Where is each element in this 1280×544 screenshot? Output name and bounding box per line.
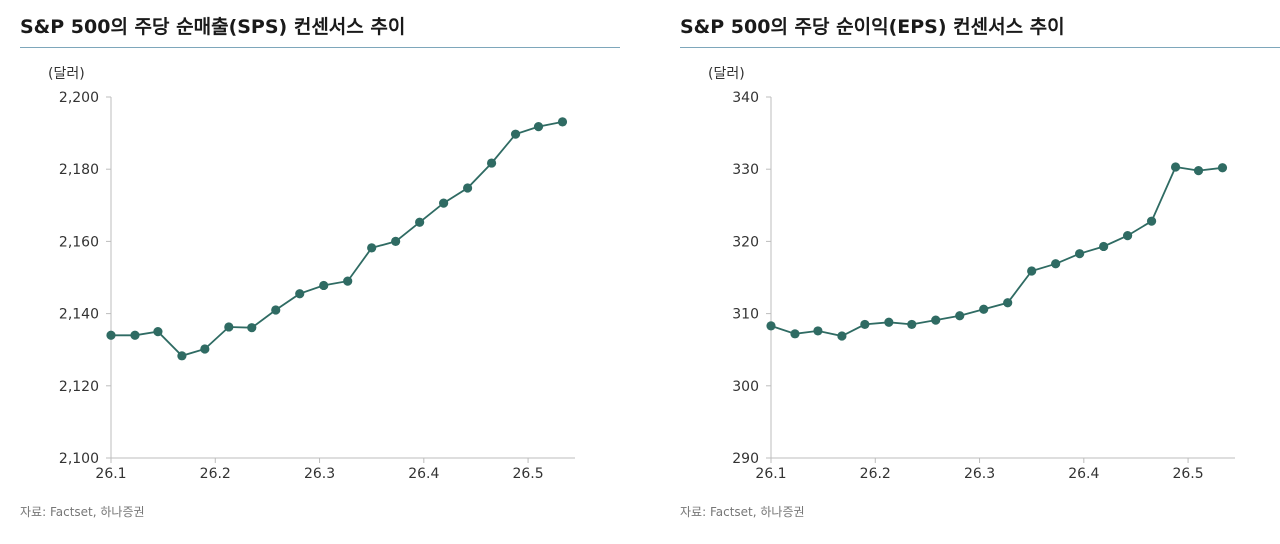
sps-line-chart: 2,100 2,120 2,140 2,160 2,180 2,200 26.1 26.2 26… bbox=[59, 90, 575, 482]
x-tick-label: 26.3 bbox=[304, 466, 335, 482]
data-point bbox=[1099, 241, 1109, 252]
data-point bbox=[790, 329, 800, 339]
data-point bbox=[177, 351, 187, 361]
data-point bbox=[224, 322, 234, 332]
y-tick-label: 2,100 bbox=[59, 451, 99, 467]
data-point bbox=[367, 243, 377, 253]
y-tick-label: 2,200 bbox=[59, 90, 99, 106]
y-tick-label: 2,120 bbox=[59, 379, 99, 395]
y-tick-label: 290 bbox=[732, 451, 759, 467]
data-point bbox=[533, 122, 544, 132]
data-point bbox=[955, 311, 965, 321]
data-point bbox=[510, 129, 521, 139]
title-divider bbox=[20, 47, 620, 48]
data-point bbox=[907, 319, 917, 330]
data-point bbox=[1146, 216, 1157, 226]
chart-title: S&P 500의 주당 순매출(SPS) 컨센서스 추이 bbox=[20, 16, 406, 38]
data-point bbox=[1170, 162, 1181, 172]
data-point bbox=[463, 183, 473, 193]
data-point bbox=[979, 304, 989, 314]
y-tick-label: 340 bbox=[732, 90, 759, 106]
data-point bbox=[343, 276, 353, 286]
data-point bbox=[130, 330, 140, 340]
data-point bbox=[391, 236, 401, 246]
data-point bbox=[1075, 249, 1085, 259]
data-point bbox=[295, 289, 305, 299]
series-line bbox=[111, 121, 563, 357]
y-tick-label: 330 bbox=[732, 162, 759, 178]
y-tick-label: 310 bbox=[732, 307, 759, 323]
data-point bbox=[837, 331, 847, 341]
data-point bbox=[1003, 298, 1013, 308]
title-divider bbox=[680, 47, 1280, 48]
y-tick-label: 2,180 bbox=[59, 162, 99, 178]
data-point bbox=[319, 280, 329, 291]
source-note: 자료: Factset, 하나증권 bbox=[680, 505, 805, 519]
data-point bbox=[1193, 166, 1204, 176]
x-tick-label: 26.1 bbox=[755, 466, 786, 482]
x-tick-label: 26.5 bbox=[512, 466, 543, 482]
x-tick-label: 26.3 bbox=[964, 466, 995, 482]
data-point bbox=[1123, 231, 1133, 241]
data-point bbox=[1027, 266, 1037, 276]
data-point bbox=[439, 198, 449, 208]
y-tick-label: 300 bbox=[732, 379, 759, 395]
eps-chart-panel: S&P 500의 주당 순이익(EPS) 컨센서스 추이 (달러) 290 300… bbox=[680, 0, 1280, 544]
data-point bbox=[106, 330, 116, 340]
data-point bbox=[1217, 163, 1228, 173]
x-tick-label: 26.5 bbox=[1172, 466, 1203, 482]
x-tick-label: 26.1 bbox=[95, 466, 126, 482]
data-point bbox=[1051, 259, 1061, 269]
data-point bbox=[247, 323, 257, 333]
y-tick-label: 2,160 bbox=[59, 234, 99, 250]
data-point bbox=[813, 326, 823, 336]
chart-title: S&P 500의 주당 순이익(EPS) 컨센서스 추이 bbox=[680, 16, 1065, 38]
data-point bbox=[153, 327, 163, 337]
y-tick-label: 320 bbox=[732, 234, 759, 250]
source-note: 자료: Factset, 하나증권 bbox=[20, 505, 145, 519]
y-unit-label: (달러) bbox=[48, 66, 85, 82]
x-tick-label: 26.2 bbox=[200, 466, 231, 482]
data-point bbox=[884, 317, 894, 327]
y-unit-label: (달러) bbox=[708, 66, 745, 82]
x-tick-label: 26.2 bbox=[860, 466, 891, 482]
data-point bbox=[860, 319, 870, 330]
data-point bbox=[415, 217, 425, 227]
data-point bbox=[200, 344, 210, 354]
x-tick-label: 26.4 bbox=[1068, 466, 1099, 482]
data-point bbox=[766, 321, 776, 331]
y-tick-label: 2,140 bbox=[59, 307, 99, 323]
data-point bbox=[271, 305, 281, 315]
data-point bbox=[557, 117, 568, 127]
data-point bbox=[931, 315, 941, 325]
data-point bbox=[486, 158, 497, 168]
sps-chart-panel: S&P 500의 주당 순매출(SPS) 컨센서스 추이 (달러) 2,100 2… bbox=[20, 0, 640, 544]
eps-line-chart: 290 300 310 320 330 340 26.1 26.2 26.3 26.4 26.5 bbox=[732, 90, 1235, 482]
x-tick-label: 26.4 bbox=[408, 466, 439, 482]
series-line bbox=[770, 166, 1223, 337]
